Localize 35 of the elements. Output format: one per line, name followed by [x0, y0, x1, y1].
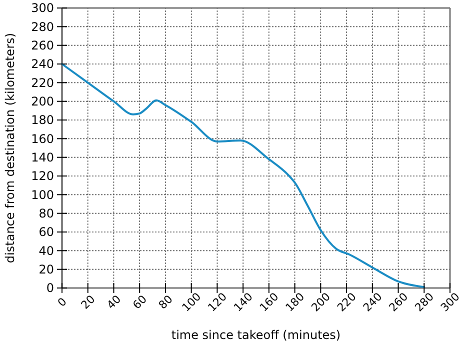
x-tick-label: 60: [130, 292, 150, 312]
y-axis-title: distance from destination (kilometers): [3, 32, 17, 264]
y-tick-label: 0: [46, 281, 54, 296]
x-tick-label: 140: [231, 290, 256, 314]
y-tick-label: 220: [31, 76, 54, 90]
y-tick-label: 80: [38, 206, 54, 221]
x-tick-label: 40: [104, 292, 124, 312]
x-tick-label: 260: [386, 290, 411, 314]
y-tick-label: 100: [31, 188, 54, 202]
y-tick-label: 120: [31, 169, 54, 184]
x-tick-label: 0: [55, 295, 70, 310]
y-tick-label: 60: [38, 225, 54, 240]
x-tick-label: 80: [156, 292, 176, 312]
y-tick-label: 180: [31, 113, 54, 128]
x-tick-label: 280: [412, 290, 436, 314]
y-tick-label: 40: [38, 244, 54, 258]
x-tick-label: 240: [360, 290, 385, 314]
y-tick-label: 240: [31, 57, 54, 72]
y-tick-label: 160: [31, 132, 54, 146]
x-axis-title: time since takeoff (minutes): [171, 328, 341, 342]
y-tick-label: 280: [31, 20, 54, 34]
x-tick-label: 300: [438, 290, 460, 314]
x-tick-label: 160: [257, 290, 282, 314]
x-tick-label: 180: [283, 290, 308, 314]
y-tick-label: 20: [38, 262, 54, 277]
x-tick-label: 20: [78, 292, 98, 312]
y-tick-label: 200: [31, 94, 54, 109]
x-tick-label: 120: [205, 290, 230, 314]
x-tick-label: 220: [334, 290, 359, 314]
x-tick-label: 100: [180, 290, 204, 314]
line-series: [61, 63, 426, 288]
x-tick-label: 200: [308, 290, 333, 314]
y-tick-label: 260: [31, 38, 54, 53]
y-tick-label: 300: [31, 1, 54, 16]
y-tick-label: 140: [31, 150, 54, 165]
